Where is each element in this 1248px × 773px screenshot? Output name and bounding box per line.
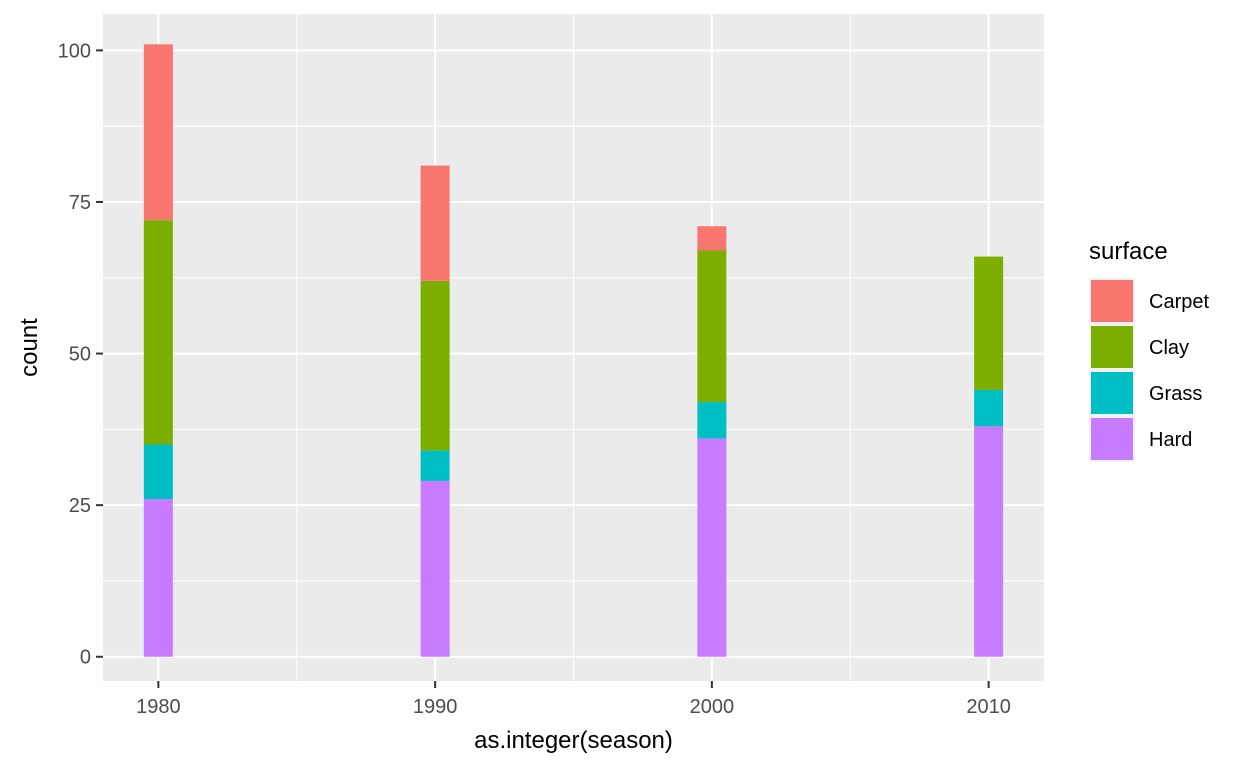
y-tick-label: 100 xyxy=(58,40,91,62)
bar-hard-2000 xyxy=(697,438,727,657)
legend-swatch-hard xyxy=(1091,418,1133,460)
bar-grass-2000 xyxy=(697,402,727,439)
x-axis-title: as.integer(season) xyxy=(474,727,673,754)
y-tick-label: 50 xyxy=(69,344,91,366)
bar-hard-1980 xyxy=(143,499,173,657)
x-tick-label: 2010 xyxy=(966,696,1011,718)
bar-grass-1990 xyxy=(420,450,450,481)
legend-label-clay: Clay xyxy=(1149,337,1189,359)
legend-title: surface xyxy=(1089,238,1168,265)
bar-carpet-2000 xyxy=(697,226,727,251)
minor-gridlines xyxy=(103,14,1044,681)
bar-carpet-1980 xyxy=(143,44,173,221)
legend-swatch-carpet xyxy=(1091,280,1133,322)
y-axis: 0 25 50 75 100 xyxy=(58,40,103,669)
bar-hard-2010 xyxy=(974,426,1004,657)
y-tick-label: 0 xyxy=(80,647,91,669)
x-tick-label: 1990 xyxy=(413,696,458,718)
bar-clay-2000 xyxy=(697,250,727,403)
y-tick-label: 25 xyxy=(69,495,91,517)
bar-clay-1990 xyxy=(420,280,450,451)
x-tick-label: 1980 xyxy=(136,696,181,718)
bar-carpet-1990 xyxy=(420,165,450,281)
legend-label-hard: Hard xyxy=(1149,429,1192,451)
bar-grass-2010 xyxy=(974,389,1004,427)
y-axis-title: count xyxy=(16,318,43,377)
y-tick-label: 75 xyxy=(69,192,91,214)
bar-clay-2010 xyxy=(974,256,1004,390)
x-tick-label: 2000 xyxy=(690,696,735,718)
x-axis: 1980 1990 2000 2010 xyxy=(136,681,1011,718)
bar-grass-1980 xyxy=(143,444,173,500)
legend-swatch-clay xyxy=(1091,326,1133,368)
bar-layer xyxy=(143,44,1004,657)
bar-clay-1980 xyxy=(143,220,173,445)
legend-label-carpet: Carpet xyxy=(1149,291,1209,313)
legend-swatch-grass xyxy=(1091,372,1133,414)
legend-label-grass: Grass xyxy=(1149,383,1202,405)
bar-hard-1990 xyxy=(420,480,450,657)
legend: surface Carpet Clay Grass Hard xyxy=(1089,238,1209,462)
